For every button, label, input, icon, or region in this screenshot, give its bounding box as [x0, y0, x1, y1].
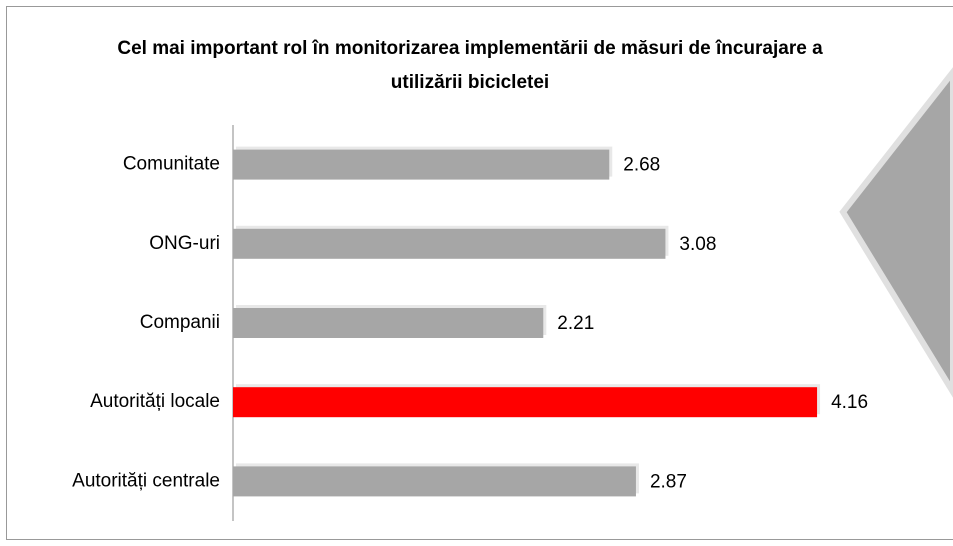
bar: [233, 466, 636, 497]
bar: [233, 387, 818, 418]
value-label: 2.87: [650, 471, 687, 492]
category-label: Autorități centrale: [72, 470, 220, 491]
bar: [233, 149, 610, 180]
bar: [233, 228, 666, 259]
value-label: 2.68: [623, 155, 660, 176]
value-label: 3.08: [679, 234, 716, 255]
category-label: Autorități locale: [90, 391, 220, 412]
decor-shape: [839, 67, 953, 398]
category-label: ONG-uri: [149, 233, 220, 254]
category-label: Comunitate: [123, 154, 220, 175]
bar: [233, 308, 544, 338]
value-label: 2.21: [557, 313, 594, 334]
chart-title: Cel mai important rol în monitorizarea i…: [117, 38, 823, 93]
value-label: 4.16: [831, 392, 868, 413]
chart-frame: [6, 6, 953, 540]
category-label: Companii: [140, 312, 220, 333]
